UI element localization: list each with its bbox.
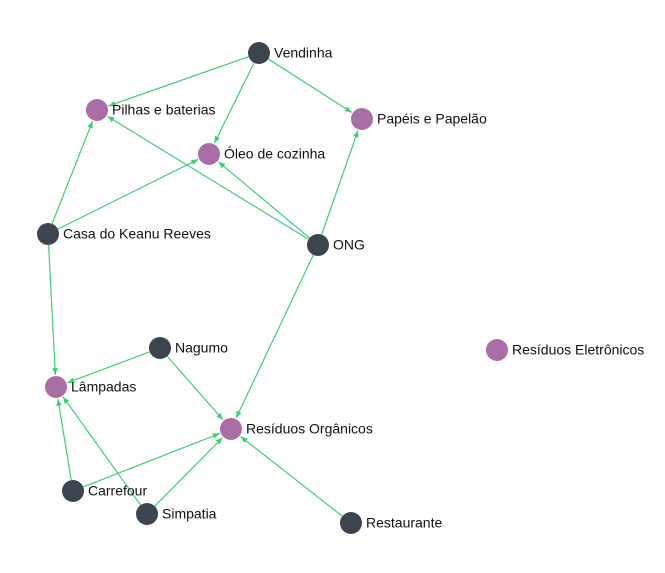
node-circle[interactable] [86,99,108,121]
node-ong[interactable]: ONG [307,234,365,256]
edge-vendinha-to-oleo [213,62,255,144]
edge-vendinha-to-papeis [267,58,353,114]
node-circle[interactable] [307,234,329,256]
node-circle[interactable] [45,376,67,398]
node-vendinha[interactable]: Vendinha [248,42,333,64]
node-label: ONG [333,237,365,253]
node-pilhas[interactable]: Pilhas e baterias [86,99,216,121]
node-restaurante[interactable]: Restaurante [340,512,442,534]
edge-keanu-to-pilhas [51,120,94,224]
node-circle[interactable] [149,337,171,359]
edge-keanu-to-oleo [57,158,199,230]
node-label: Lâmpadas [71,379,136,395]
node-lampadas[interactable]: Lâmpadas [45,376,136,398]
edge-carrefour-to-organicos [83,432,221,488]
node-label: Carrefour [88,483,147,499]
node-label: Casa do Keanu Reeves [63,226,211,242]
node-organicos[interactable]: Resíduos Orgânicos [220,418,373,440]
edge-restaurante-to-organicos [240,435,343,517]
node-carrefour[interactable]: Carrefour [62,480,147,502]
edge-ong-to-oleo [217,161,310,239]
edge-carrefour-to-lampadas [56,398,72,481]
node-circle[interactable] [37,223,59,245]
node-label: Resíduos Eletrônicos [512,342,644,358]
node-simpatia[interactable]: Simpatia [136,503,217,525]
node-oleo[interactable]: Óleo de cozinha [198,143,325,165]
edge-ong-to-organicos [235,254,314,419]
edge-ong-to-pilhas [106,115,309,240]
node-circle[interactable] [248,42,270,64]
node-nagumo[interactable]: Nagumo [149,337,228,359]
edge-simpatia-to-lampadas [62,396,142,506]
node-circle[interactable] [486,339,508,361]
node-circle[interactable] [340,512,362,534]
edge-ong-to-papeis [321,130,359,235]
node-label: Nagumo [175,340,228,356]
node-eletronicos[interactable]: Resíduos Eletrônicos [486,339,644,361]
edge-nagumo-to-organicos [166,355,224,421]
node-label: Vendinha [274,45,333,61]
edge-nagumo-to-lampadas [67,351,150,384]
node-circle[interactable] [220,418,242,440]
edge-vendinha-to-pilhas [108,56,249,107]
node-circle[interactable] [351,108,373,130]
node-label: Resíduos Orgânicos [246,421,373,437]
edge-keanu-to-lampadas [47,244,58,376]
node-label: Papéis e Papelão [377,111,487,127]
nodes-layer: Vendinha Pilhas e baterias Papéis e Papelã… [37,42,644,534]
node-circle[interactable] [62,480,84,502]
edge-simpatia-to-organicos [154,437,223,507]
node-label: Restaurante [366,515,442,531]
edges-layer [47,56,359,517]
node-label: Simpatia [162,506,217,522]
node-keanu[interactable]: Casa do Keanu Reeves [37,223,211,245]
node-label: Óleo de cozinha [224,146,325,162]
node-circle[interactable] [136,503,158,525]
node-papeis[interactable]: Papéis e Papelão [351,108,487,130]
node-label: Pilhas e baterias [112,102,216,118]
node-circle[interactable] [198,143,220,165]
